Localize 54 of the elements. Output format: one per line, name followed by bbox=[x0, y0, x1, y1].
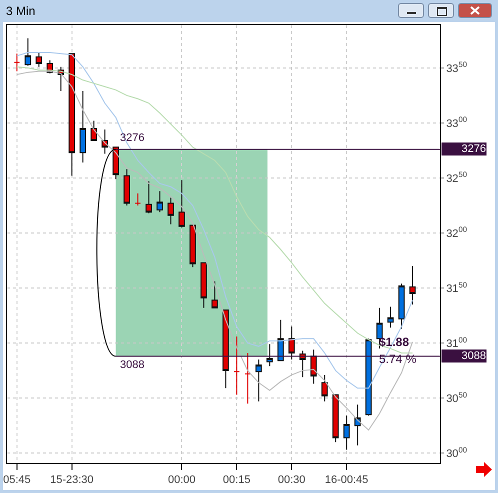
y-tick-label: 32$^{50}$ bbox=[446, 170, 468, 185]
ref-line-label: 3276 bbox=[120, 132, 144, 144]
candlestick bbox=[222, 310, 229, 389]
chart-title: 3 Min bbox=[6, 4, 36, 18]
candlestick bbox=[212, 280, 218, 308]
x-tick-label: 05:45 bbox=[3, 474, 31, 486]
ref-line-label: 3088 bbox=[120, 359, 144, 371]
candlestick bbox=[200, 262, 207, 308]
candlestick bbox=[277, 319, 284, 362]
candlestick bbox=[343, 415, 350, 450]
candlestick bbox=[244, 352, 251, 404]
x-tick-label: 00:30 bbox=[278, 474, 306, 486]
y-tick-label: 30$^{50}$ bbox=[446, 390, 468, 405]
candlestick bbox=[102, 129, 108, 154]
candlestick bbox=[168, 197, 174, 225]
candlestick bbox=[365, 339, 372, 416]
y-tick-label: 30$^{00}$ bbox=[446, 445, 468, 460]
candlestick bbox=[288, 326, 295, 360]
x-tick-label: 15-23:30 bbox=[50, 474, 94, 486]
candlestick bbox=[134, 192, 141, 206]
candlestick bbox=[80, 90, 86, 164]
candlestick bbox=[299, 350, 306, 378]
candlestick bbox=[112, 146, 119, 180]
candlestick bbox=[90, 120, 98, 142]
candlestick bbox=[255, 359, 262, 402]
candlestick bbox=[266, 344, 273, 367]
candlestick bbox=[36, 52, 42, 68]
candlestick bbox=[146, 180, 152, 214]
candlestick bbox=[178, 180, 185, 228]
annotation: 5.74 % bbox=[379, 352, 417, 366]
candlestick bbox=[124, 168, 130, 206]
y-tick-label: 33$^{50}$ bbox=[446, 60, 468, 75]
y-tick-label: 32$^{00}$ bbox=[446, 225, 468, 240]
candlestick bbox=[24, 38, 32, 66]
x-tick-label: 16-00:45 bbox=[324, 474, 368, 486]
y-tick-label: 33$^{00}$ bbox=[446, 115, 468, 130]
candlestick bbox=[190, 224, 196, 268]
candlestick bbox=[310, 349, 317, 384]
candlestick bbox=[409, 266, 416, 306]
text: 3088 bbox=[462, 350, 486, 362]
candlestick bbox=[321, 374, 328, 402]
candlestick bbox=[354, 404, 361, 446]
y-tick-label: 31$^{50}$ bbox=[446, 280, 468, 295]
candlestick bbox=[332, 394, 339, 443]
candlestick bbox=[68, 53, 76, 176]
x-tick-label: 00:15 bbox=[222, 474, 250, 486]
text: 3276 bbox=[462, 143, 486, 155]
y-tick-label: 31$^{00}$ bbox=[446, 335, 468, 350]
candlestick bbox=[398, 283, 405, 330]
candlestick bbox=[387, 306, 394, 328]
x-tick-label: 00:00 bbox=[168, 474, 196, 486]
candlestick bbox=[156, 190, 163, 213]
candlestick bbox=[234, 336, 240, 396]
candlestick bbox=[14, 53, 20, 72]
